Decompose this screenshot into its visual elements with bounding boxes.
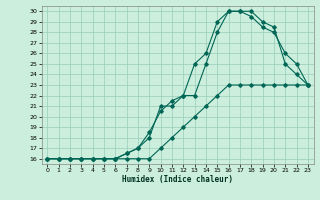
X-axis label: Humidex (Indice chaleur): Humidex (Indice chaleur) — [122, 175, 233, 184]
